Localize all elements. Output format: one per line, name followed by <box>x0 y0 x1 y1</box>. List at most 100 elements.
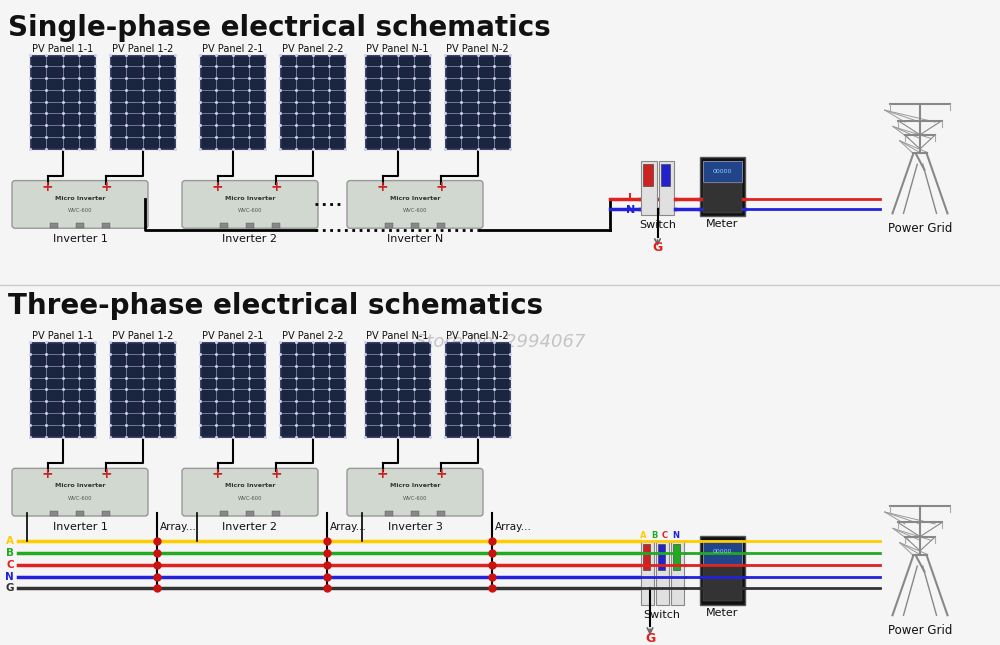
Bar <box>658 161 674 215</box>
Text: WVC-600: WVC-600 <box>403 496 427 501</box>
Text: A: A <box>640 531 646 541</box>
Text: G: G <box>6 584 14 593</box>
Bar <box>703 183 742 213</box>
Text: G: G <box>652 241 663 253</box>
Text: Three-phase electrical schematics: Three-phase electrical schematics <box>8 292 543 320</box>
Text: +: + <box>270 468 282 481</box>
FancyBboxPatch shape <box>347 181 483 228</box>
Bar <box>366 55 429 148</box>
Bar <box>272 223 280 228</box>
Bar <box>201 343 264 435</box>
FancyBboxPatch shape <box>182 181 318 228</box>
Text: +: + <box>435 179 447 193</box>
Bar <box>385 223 393 228</box>
Text: Inverter 3: Inverter 3 <box>388 522 442 532</box>
Text: PV Panel 1-2: PV Panel 1-2 <box>112 44 173 54</box>
Bar <box>110 342 175 437</box>
Bar <box>102 511 110 516</box>
Text: A: A <box>6 536 14 546</box>
Bar <box>365 342 430 437</box>
FancyBboxPatch shape <box>12 181 148 228</box>
Text: N: N <box>672 531 680 541</box>
Bar <box>188 186 318 228</box>
Text: PV Panel 2-2: PV Panel 2-2 <box>282 332 343 341</box>
Bar <box>18 474 148 516</box>
Bar <box>366 343 429 435</box>
FancyBboxPatch shape <box>182 468 318 516</box>
Bar <box>385 511 393 516</box>
Bar <box>703 540 742 564</box>
Bar <box>411 511 419 516</box>
Bar <box>188 474 318 516</box>
Text: +: + <box>212 179 223 193</box>
Text: N: N <box>5 571 14 582</box>
Text: Store No: 2994067: Store No: 2994067 <box>415 333 585 352</box>
Text: Switch: Switch <box>644 610 680 620</box>
Bar <box>446 55 509 148</box>
Text: Power Grid: Power Grid <box>888 222 952 235</box>
Text: Micro Inverter: Micro Inverter <box>390 484 440 488</box>
Bar <box>673 544 680 570</box>
Text: B: B <box>6 548 14 558</box>
Bar <box>700 536 745 605</box>
Bar <box>30 342 95 437</box>
Bar <box>31 343 94 435</box>
Text: N: N <box>626 205 635 215</box>
Text: B: B <box>651 531 657 541</box>
Bar <box>703 566 742 601</box>
Bar <box>656 541 669 605</box>
Text: +: + <box>270 179 282 193</box>
Text: PV Panel 1-2: PV Panel 1-2 <box>112 332 173 341</box>
Bar <box>110 55 175 149</box>
Bar <box>658 544 665 570</box>
Bar <box>18 186 148 228</box>
Bar <box>700 157 745 216</box>
Text: +: + <box>435 468 447 481</box>
Text: PV Panel N-2: PV Panel N-2 <box>446 44 509 54</box>
Bar <box>220 223 228 228</box>
FancyBboxPatch shape <box>347 468 483 516</box>
Bar <box>641 541 654 605</box>
Bar <box>220 511 228 516</box>
Text: Inverter 2: Inverter 2 <box>222 522 278 532</box>
Text: C: C <box>662 531 668 541</box>
Text: PV Panel 2-1: PV Panel 2-1 <box>202 332 263 341</box>
Bar <box>281 55 344 148</box>
Text: Meter: Meter <box>706 608 739 619</box>
Bar <box>641 161 656 215</box>
Text: PV Panel 2-2: PV Panel 2-2 <box>282 44 343 54</box>
Text: Switch: Switch <box>639 220 676 230</box>
Bar <box>280 342 345 437</box>
Bar <box>76 223 84 228</box>
Text: PV Panel 1-1: PV Panel 1-1 <box>32 332 93 341</box>
Text: +: + <box>377 179 388 193</box>
Text: Power Grid: Power Grid <box>888 624 952 637</box>
Bar <box>437 511 445 516</box>
Text: Micro Inverter: Micro Inverter <box>55 195 105 201</box>
Bar <box>50 511 58 516</box>
Text: Inverter N: Inverter N <box>387 234 443 244</box>
Text: +: + <box>100 468 112 481</box>
Text: L: L <box>628 194 635 203</box>
Text: PV Panel N-1: PV Panel N-1 <box>366 332 429 341</box>
Bar <box>50 223 58 228</box>
Text: PV Panel 1-1: PV Panel 1-1 <box>32 44 93 54</box>
Bar <box>201 55 264 148</box>
Bar <box>353 474 483 516</box>
Bar <box>643 544 650 570</box>
Bar <box>660 164 670 186</box>
Bar <box>272 511 280 516</box>
Text: +: + <box>212 468 223 481</box>
Bar <box>111 343 174 435</box>
Bar <box>353 186 483 228</box>
Text: 00000: 00000 <box>713 550 732 555</box>
Bar <box>446 343 509 435</box>
Text: +: + <box>42 179 53 193</box>
Bar <box>246 223 254 228</box>
Text: PV Panel N-1: PV Panel N-1 <box>366 44 429 54</box>
Text: +: + <box>100 179 112 193</box>
Bar <box>280 55 345 149</box>
Text: Meter: Meter <box>706 219 739 229</box>
Text: Array...: Array... <box>160 522 197 532</box>
Bar <box>76 511 84 516</box>
